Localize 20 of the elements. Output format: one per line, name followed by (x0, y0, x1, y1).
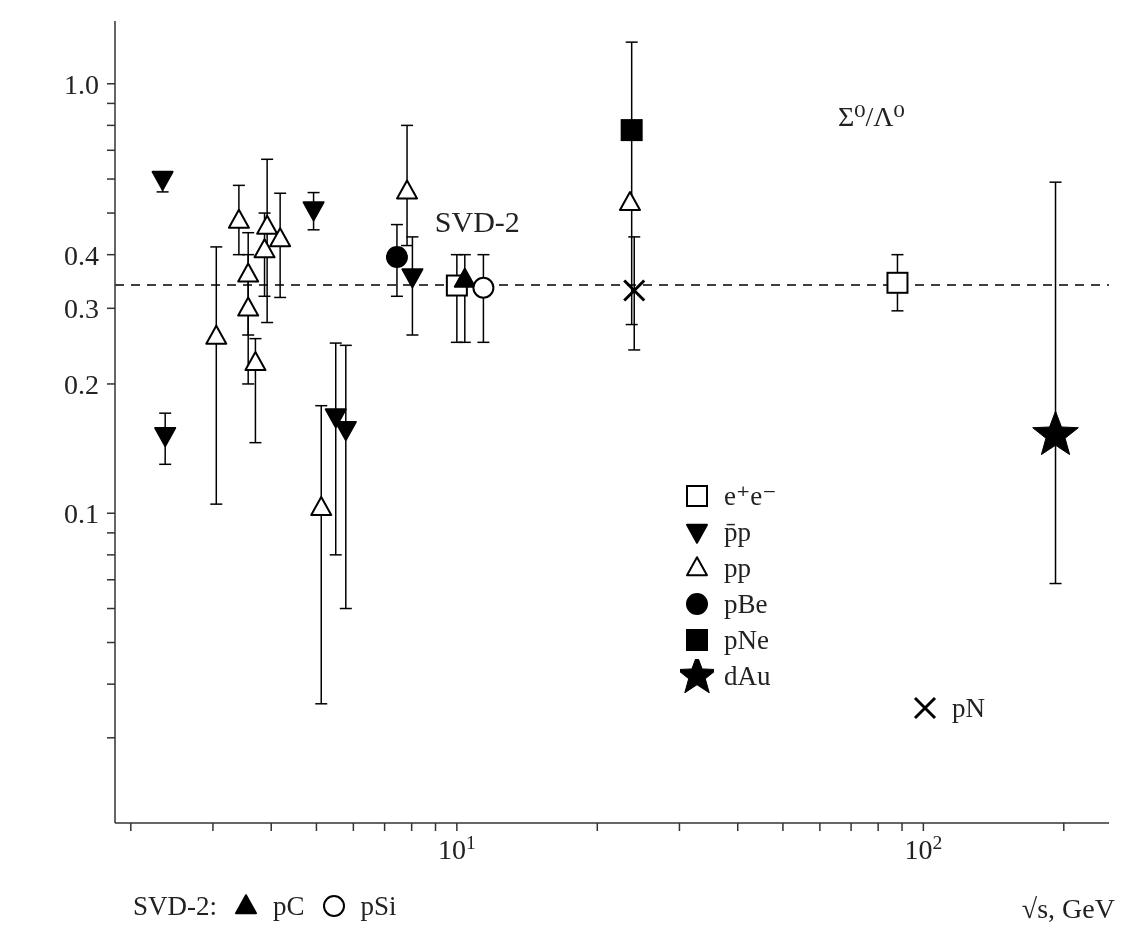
y-tick-label: 0.3 (64, 293, 99, 325)
legend-label: pBe (724, 588, 768, 620)
legend-label: pNe (724, 624, 769, 656)
y-tick-label: 1.0 (64, 68, 99, 100)
legend-label: pC (273, 890, 305, 922)
annotation: SVD-2 (434, 204, 520, 238)
legend-label: pN (952, 692, 985, 724)
y-axis-title: Σ⁰/Λ⁰ (838, 100, 905, 133)
x-tick-label: 10$^{1}$ (437, 831, 476, 865)
legend-label: pSi (360, 890, 397, 922)
legend-label: dAu (724, 660, 771, 692)
y-tick-label: 0.1 (64, 498, 99, 530)
x-axis-title: √s, GeV (1021, 893, 1115, 925)
x-tick-label: 10$^{2}$ (904, 831, 943, 865)
legend-label: p̄p (724, 516, 751, 548)
legend-label: e⁺e⁻ (724, 480, 777, 512)
y-tick-label: 0.2 (64, 368, 99, 400)
legend-label: pp (724, 552, 751, 584)
y-tick-label: 0.4 (64, 239, 99, 271)
text: SVD-2: (133, 890, 218, 922)
